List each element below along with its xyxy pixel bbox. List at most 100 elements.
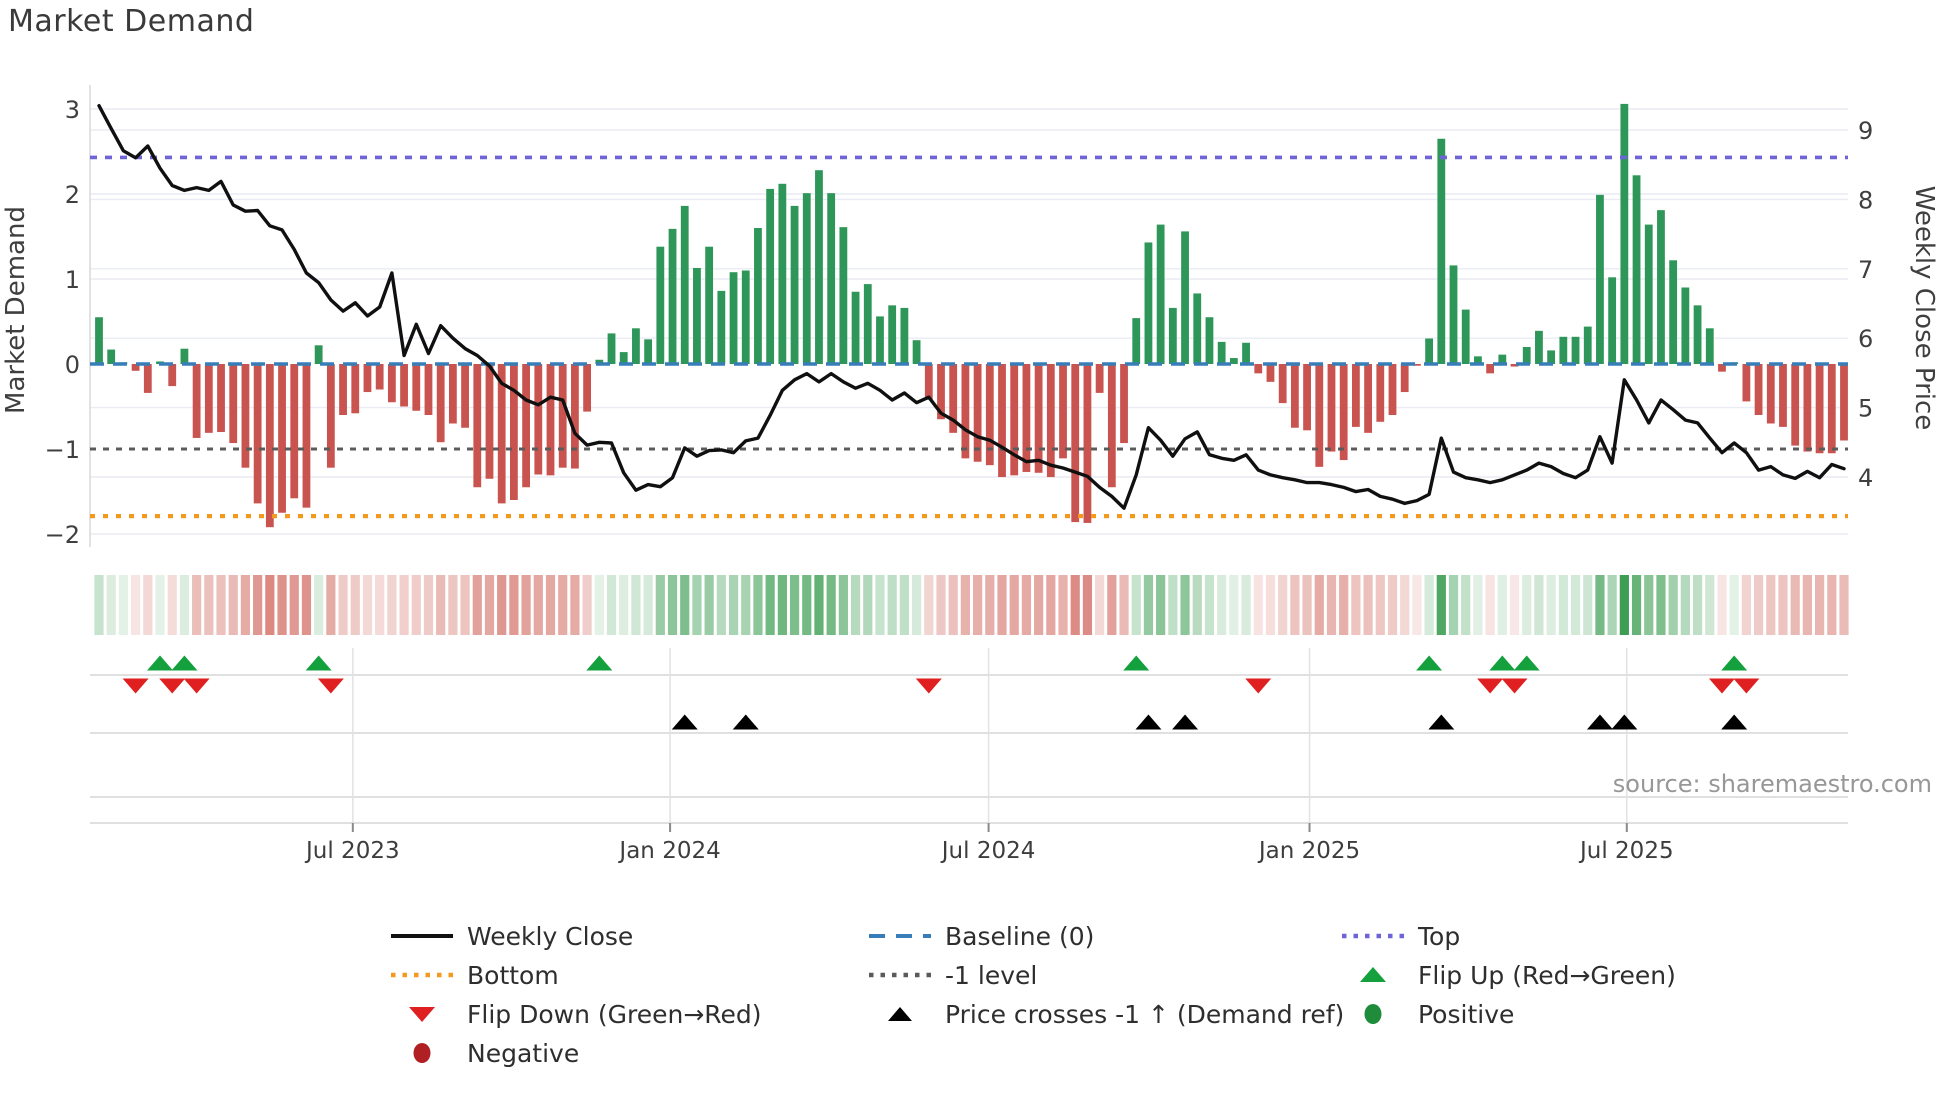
demand-bar bbox=[1547, 350, 1556, 364]
demand-bar bbox=[1681, 287, 1690, 364]
price-cross-marker bbox=[1721, 714, 1748, 730]
up-triangle-icon bbox=[888, 1007, 912, 1021]
demand-bar bbox=[949, 364, 958, 433]
right-axis-tick-label: 4 bbox=[1858, 464, 1873, 492]
dotted-line-icon bbox=[869, 972, 931, 978]
circle-icon bbox=[1364, 1004, 1382, 1024]
heatmap-cell bbox=[460, 575, 470, 635]
legend-item-dash-blue: Baseline (0) bbox=[867, 919, 1094, 953]
heatmap-cell bbox=[1156, 575, 1166, 635]
heatmap-cell bbox=[301, 575, 312, 635]
price-cross-marker bbox=[732, 714, 759, 730]
demand-bar bbox=[168, 364, 177, 387]
demand-bar bbox=[1010, 364, 1019, 476]
demand-bar bbox=[754, 228, 762, 364]
demand-bar bbox=[229, 364, 238, 444]
heatmap-cell bbox=[1412, 575, 1422, 635]
demand-bar bbox=[1156, 224, 1165, 364]
demand-heatmap-strip bbox=[94, 575, 1849, 635]
legend-item-dot-gray: -1 level bbox=[867, 958, 1037, 992]
heatmap-cell bbox=[997, 575, 1007, 635]
demand-bar bbox=[1791, 364, 1800, 446]
axis-ticks: Jul 2023 Jan 2024 Jul 2024 Jan 2025 Jul 2025… bbox=[45, 96, 1874, 864]
demand-bar bbox=[1522, 347, 1531, 364]
demand-bar bbox=[839, 227, 848, 364]
demand-bar bbox=[204, 364, 213, 433]
flip-up-marker bbox=[1721, 655, 1748, 671]
demand-bar bbox=[973, 364, 982, 462]
legend-item-label: Flip Down (Green→Red) bbox=[467, 999, 762, 1029]
demand-bar bbox=[1803, 364, 1812, 452]
legend-item-label: Weekly Close bbox=[467, 921, 634, 951]
demand-bar bbox=[1486, 364, 1495, 374]
heatmap-cell bbox=[704, 575, 714, 635]
demand-bar bbox=[1449, 265, 1458, 364]
left-axis-tick-label: 2 bbox=[65, 181, 80, 209]
heatmap-cell bbox=[289, 575, 299, 635]
heatmap-cell bbox=[436, 575, 446, 635]
heatmap-cell bbox=[936, 575, 946, 635]
weekly-close-polyline bbox=[97, 103, 1846, 510]
demand-bar bbox=[668, 228, 677, 364]
heatmap-cell bbox=[570, 575, 580, 635]
demand-bar bbox=[1693, 305, 1702, 364]
legend-item-label: Positive bbox=[1418, 999, 1515, 1029]
demand-bar bbox=[534, 364, 543, 475]
flip-down-marker bbox=[1245, 678, 1272, 694]
heatmap-cell bbox=[1095, 575, 1105, 635]
heatmap-cell bbox=[326, 575, 336, 635]
heatmap-cell bbox=[472, 575, 482, 635]
heatmap-cell bbox=[240, 575, 251, 635]
left-axis-tick-label: 1 bbox=[65, 266, 80, 294]
dashed-line-icon bbox=[869, 934, 931, 938]
demand-bar bbox=[400, 364, 408, 407]
left-axis-label: Market Demand bbox=[1, 206, 31, 414]
heatmap-cell bbox=[1534, 575, 1544, 635]
demand-bar bbox=[961, 364, 970, 459]
demand-bar bbox=[1571, 336, 1580, 364]
heatmap-cell bbox=[1058, 575, 1068, 635]
heatmap-cell bbox=[387, 575, 397, 635]
price-cross-marker bbox=[1135, 714, 1162, 730]
price-cross-marker bbox=[671, 714, 698, 730]
heatmap-cell bbox=[1619, 575, 1629, 635]
legend-item-dot-purple: Top bbox=[1340, 919, 1460, 953]
heatmap-cell bbox=[594, 575, 604, 635]
left-axis-tick-label: −1 bbox=[45, 436, 80, 464]
heatmap-cell bbox=[131, 575, 141, 635]
heatmap-cell bbox=[118, 575, 129, 635]
demand-bar bbox=[1413, 364, 1421, 366]
heatmap-cell bbox=[1644, 575, 1654, 635]
right-axis-tick-label: 6 bbox=[1858, 325, 1873, 353]
demand-bar bbox=[1193, 293, 1202, 364]
x-tick-label: Jul 2024 bbox=[940, 838, 1036, 864]
demand-bar bbox=[802, 193, 811, 364]
demand-bar bbox=[1327, 364, 1336, 452]
source-text: source: sharemaestro.com bbox=[1613, 770, 1932, 798]
demand-bar bbox=[412, 364, 421, 411]
heatmap-cell bbox=[1583, 575, 1593, 635]
demand-bar bbox=[302, 364, 311, 508]
demand-bar bbox=[1840, 364, 1848, 441]
demand-bar bbox=[790, 205, 799, 364]
flip-up-marker bbox=[1489, 655, 1516, 671]
heatmap-cell bbox=[1034, 575, 1044, 635]
heatmap-cell bbox=[1595, 575, 1605, 635]
demand-bar bbox=[1083, 364, 1092, 523]
demand-bar bbox=[778, 183, 787, 364]
heatmap-cell bbox=[875, 575, 885, 635]
demand-bar bbox=[1290, 364, 1299, 428]
demand-bars bbox=[95, 103, 1848, 528]
heatmap-cell bbox=[1363, 575, 1373, 635]
weekly-close-line bbox=[97, 103, 1846, 510]
legend-item-dot-orange: Bottom bbox=[389, 958, 559, 992]
heatmap-cell bbox=[1522, 575, 1532, 635]
demand-bar bbox=[1510, 364, 1519, 367]
demand-bar bbox=[1205, 317, 1214, 364]
heatmap-cell bbox=[1217, 575, 1227, 635]
demand-bar bbox=[1278, 364, 1287, 404]
heatmap-cell bbox=[216, 575, 226, 635]
heatmap-cell bbox=[1839, 575, 1849, 635]
demand-bar bbox=[680, 205, 689, 364]
heatmap-cell bbox=[1400, 575, 1410, 635]
